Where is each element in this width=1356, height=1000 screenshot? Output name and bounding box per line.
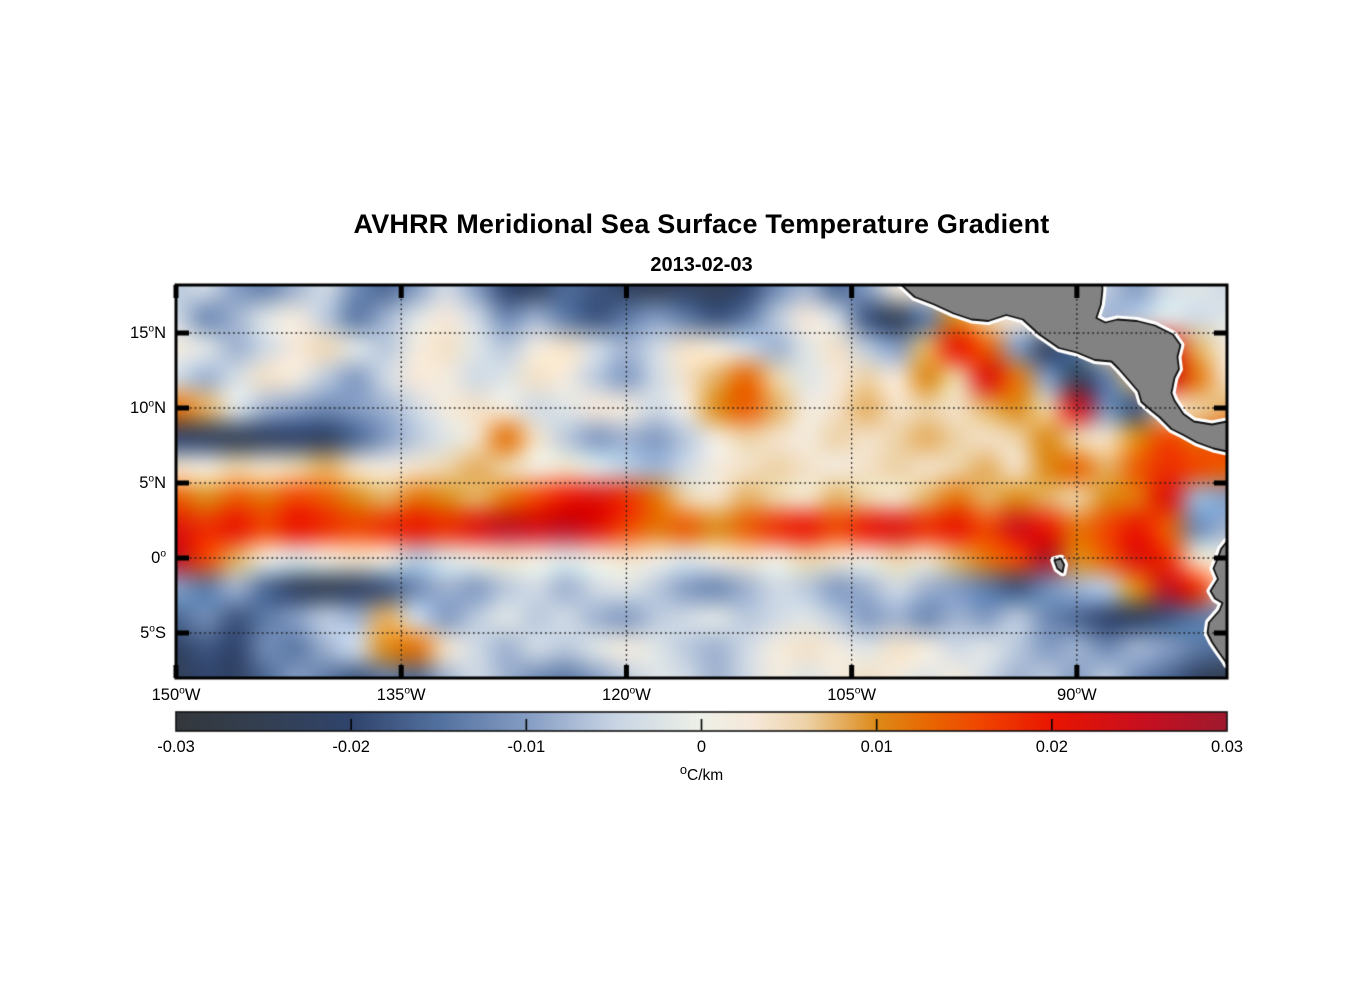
y-tick-label: 15oN: [130, 323, 166, 342]
colorbar-tick-label: -0.03: [157, 738, 195, 756]
chart-title: AVHRR Meridional Sea Surface Temperature…: [353, 209, 1050, 239]
colorbar-tick-label: -0.01: [507, 738, 546, 756]
x-tick-label: 120oW: [602, 685, 651, 704]
x-tick-label: 105oW: [827, 685, 877, 704]
colorbar-tick-label: -0.02: [332, 738, 370, 756]
y-tick-label: 0o: [151, 548, 166, 567]
colorbar-unit-label: oC/km: [679, 762, 724, 785]
y-tick-label: 5oN: [139, 473, 166, 492]
x-tick-label: 135oW: [376, 685, 426, 704]
chart-date: 2013-02-03: [650, 254, 753, 276]
x-tick-label: 150oW: [151, 685, 201, 704]
colorbar-tick-label: 0.01: [860, 738, 893, 756]
x-tick-label: 90oW: [1057, 685, 1097, 704]
y-tick-label: 5oS: [140, 623, 166, 642]
colorbar-tick-label: 0.03: [1210, 738, 1244, 756]
y-tick-label: 10oN: [130, 398, 166, 417]
colorbar-tick-label: 0: [696, 738, 707, 756]
colorbar-tick-label: 0.02: [1035, 738, 1068, 756]
